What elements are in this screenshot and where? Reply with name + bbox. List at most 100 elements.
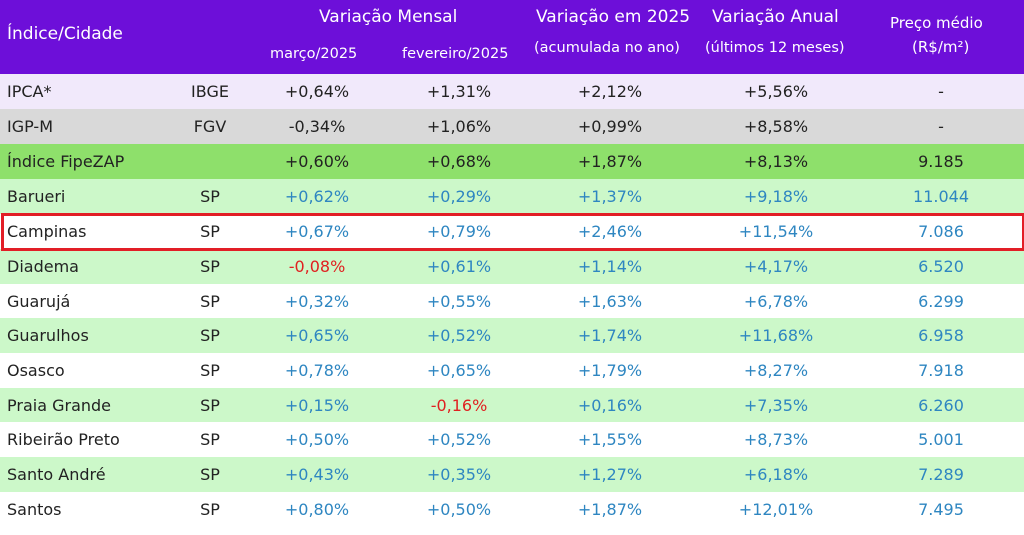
table-header: Índice/Cidade Variação Mensal março/2025… xyxy=(0,0,1024,74)
row-name: IPCA* xyxy=(7,82,52,101)
row-fevereiro: +0,50% xyxy=(426,500,492,519)
row-fevereiro: +0,52% xyxy=(426,326,492,345)
row-preco: 7.918 xyxy=(918,361,964,380)
row-acumulada: +1,55% xyxy=(577,430,643,449)
row-anual: +12,01% xyxy=(738,500,814,519)
row-name: Barueri xyxy=(7,187,66,206)
row-uf: SP xyxy=(200,361,220,380)
row-marco: +0,62% xyxy=(284,187,350,206)
row-anual: +11,54% xyxy=(738,222,814,241)
row-acumulada: +1,79% xyxy=(577,361,643,380)
header-fevereiro: fevereiro/2025 xyxy=(402,46,509,62)
row-marco: +0,32% xyxy=(284,292,350,311)
header-acumulada: (acumulada no ano) xyxy=(534,40,680,56)
header-indice-cidade: Índice/Cidade xyxy=(7,24,123,44)
row-acumulada: +0,16% xyxy=(577,396,643,415)
row-fevereiro: +0,29% xyxy=(426,187,492,206)
table-row-santo-andre: Santo André SP +0,43% +0,35% +1,27% +6,1… xyxy=(0,457,1024,492)
row-preco: - xyxy=(938,82,944,101)
header-variacao-anual: Variação Anual xyxy=(712,7,839,27)
row-acumulada: +1,14% xyxy=(577,257,643,276)
row-preco: 6.260 xyxy=(918,396,964,415)
header-marco: março/2025 xyxy=(270,46,358,62)
table-row-ipca: IPCA* IBGE +0,64% +1,31% +2,12% +5,56% - xyxy=(0,74,1024,109)
row-acumulada: +2,46% xyxy=(577,222,643,241)
row-marco: +0,64% xyxy=(284,82,350,101)
row-fevereiro: +0,68% xyxy=(426,152,492,171)
header-unidade: (R$/m²) xyxy=(912,38,970,56)
row-fevereiro: +0,65% xyxy=(426,361,492,380)
row-acumulada: +1,63% xyxy=(577,292,643,311)
row-anual: +8,13% xyxy=(743,152,809,171)
row-marco: +0,67% xyxy=(284,222,350,241)
row-preco: 7.495 xyxy=(918,500,964,519)
table-row-fipezap: Índice FipeZAP +0,60% +0,68% +1,87% +8,1… xyxy=(0,144,1024,179)
row-fevereiro: +0,52% xyxy=(426,430,492,449)
header-preco-medio: Preço médio xyxy=(890,14,983,32)
row-marco: +0,65% xyxy=(284,326,350,345)
header-ultimos-12: (últimos 12 meses) xyxy=(705,40,845,56)
row-anual: +8,73% xyxy=(743,430,809,449)
row-marco: +0,60% xyxy=(284,152,350,171)
row-name: Osasco xyxy=(7,361,65,380)
row-anual: +7,35% xyxy=(743,396,809,415)
row-name: Santos xyxy=(7,500,62,519)
table-row-campinas: Campinas SP +0,67% +0,79% +2,46% +11,54%… xyxy=(0,214,1024,249)
row-preco: 6.958 xyxy=(918,326,964,345)
row-uf: SP xyxy=(200,257,220,276)
row-preco: 9.185 xyxy=(918,152,964,171)
row-fevereiro: +0,55% xyxy=(426,292,492,311)
row-anual: +6,18% xyxy=(743,465,809,484)
row-fevereiro: +0,79% xyxy=(426,222,492,241)
row-acumulada: +1,74% xyxy=(577,326,643,345)
table-row-santos: Santos SP +0,80% +0,50% +1,87% +12,01% 7… xyxy=(0,492,1024,527)
row-marco: -0,34% xyxy=(288,117,346,136)
header-variacao-mensal: Variação Mensal xyxy=(319,7,458,27)
row-preco: 7.086 xyxy=(918,222,964,241)
row-uf: SP xyxy=(200,326,220,345)
row-marco: +0,43% xyxy=(284,465,350,484)
row-name: Guarujá xyxy=(7,292,71,311)
row-name: IGP-M xyxy=(7,117,53,136)
row-uf: SP xyxy=(200,500,220,519)
row-marco: +0,15% xyxy=(284,396,350,415)
row-name: Ribeirão Preto xyxy=(7,430,120,449)
row-anual: +8,27% xyxy=(743,361,809,380)
row-preco: 6.299 xyxy=(918,292,964,311)
row-acumulada: +1,87% xyxy=(577,500,643,519)
row-fevereiro: -0,16% xyxy=(430,396,488,415)
row-fevereiro: +0,61% xyxy=(426,257,492,276)
table-row-osasco: Osasco SP +0,78% +0,65% +1,79% +8,27% 7.… xyxy=(0,353,1024,388)
row-uf: SP xyxy=(200,396,220,415)
row-uf: SP xyxy=(200,430,220,449)
table-row-guaruja: Guarujá SP +0,32% +0,55% +1,63% +6,78% 6… xyxy=(0,284,1024,319)
row-acumulada: +2,12% xyxy=(577,82,643,101)
row-preco: - xyxy=(938,117,944,136)
row-preco: 5.001 xyxy=(918,430,964,449)
row-fevereiro: +0,35% xyxy=(426,465,492,484)
row-name: Guarulhos xyxy=(7,326,89,345)
header-variacao-2025: Variação em 2025 xyxy=(536,7,691,27)
table-row-diadema: Diadema SP -0,08% +0,61% +1,14% +4,17% 6… xyxy=(0,249,1024,284)
row-anual: +11,68% xyxy=(738,326,814,345)
row-name: Santo André xyxy=(7,465,106,484)
row-marco: -0,08% xyxy=(288,257,346,276)
row-acumulada: +1,37% xyxy=(577,187,643,206)
row-name: Índice FipeZAP xyxy=(7,152,125,171)
row-name: Campinas xyxy=(7,222,87,241)
row-uf: IBGE xyxy=(191,82,229,101)
row-acumulada: +1,87% xyxy=(577,152,643,171)
row-anual: +8,58% xyxy=(743,117,809,136)
row-uf: SP xyxy=(200,187,220,206)
row-acumulada: +0,99% xyxy=(577,117,643,136)
row-fevereiro: +1,06% xyxy=(426,117,492,136)
row-anual: +6,78% xyxy=(743,292,809,311)
row-marco: +0,78% xyxy=(284,361,350,380)
row-uf: SP xyxy=(200,465,220,484)
row-uf: SP xyxy=(200,222,220,241)
table-row-ribeirao-preto: Ribeirão Preto SP +0,50% +0,52% +1,55% +… xyxy=(0,422,1024,457)
row-preco: 6.520 xyxy=(918,257,964,276)
row-preco: 7.289 xyxy=(918,465,964,484)
table-row-praia-grande: Praia Grande SP +0,15% -0,16% +0,16% +7,… xyxy=(0,388,1024,423)
